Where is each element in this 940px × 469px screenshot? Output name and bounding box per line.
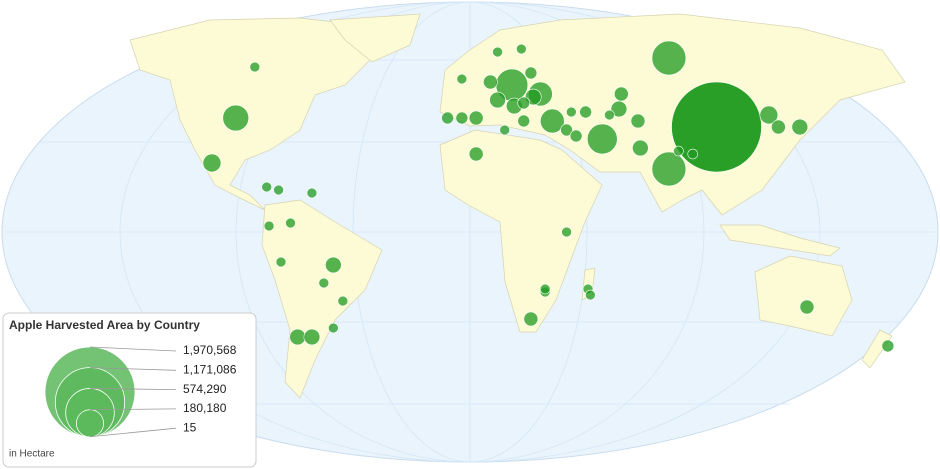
bubble (585, 289, 596, 301)
bubble (523, 311, 539, 327)
bubble (579, 105, 592, 119)
bubble (483, 74, 498, 90)
bubble (687, 148, 698, 160)
bubble (881, 339, 895, 353)
bubble (202, 153, 222, 173)
bubble (261, 181, 272, 193)
bubble (441, 111, 454, 125)
bubble (455, 111, 469, 125)
legend-label: 15 (183, 420, 197, 434)
bubble (468, 110, 484, 126)
bubble (517, 96, 531, 110)
bubble (249, 61, 261, 73)
bubble (468, 146, 484, 162)
legend-title: Apple Harvested Area by Country (9, 318, 200, 332)
land (129, 13, 906, 399)
legend-leader (89, 346, 177, 352)
bubble (651, 151, 687, 187)
legend-leader (89, 408, 177, 411)
bubble (569, 129, 583, 143)
bubble (516, 43, 527, 55)
bubble (604, 109, 615, 121)
bubble (263, 220, 275, 232)
bubble (759, 105, 779, 125)
bubble (492, 46, 503, 58)
bubble (610, 100, 628, 118)
legend: Apple Harvested Area by Country in Hecta… (2, 312, 257, 468)
bubble (499, 124, 510, 136)
bubble (799, 299, 815, 315)
bubble (771, 119, 786, 135)
bubble (613, 86, 629, 102)
legend-leader (89, 367, 177, 371)
legend-label: 180,180 (183, 401, 227, 415)
bubble (306, 187, 318, 199)
bubble (285, 217, 296, 229)
bubble (337, 295, 349, 307)
bubble (561, 226, 572, 238)
bubble (303, 328, 321, 346)
legend-circle (75, 409, 105, 438)
legend-label: 1,970,568 (183, 343, 237, 357)
bubble (651, 40, 687, 76)
bubble (456, 73, 468, 85)
bubble (671, 81, 762, 173)
bubble (275, 256, 287, 268)
legend-leader (89, 427, 177, 438)
bubble (586, 123, 618, 155)
bubble (517, 114, 531, 128)
legend-leader (89, 388, 177, 390)
bubble (539, 283, 551, 295)
bubble (222, 104, 250, 132)
bubbles (202, 40, 895, 353)
bubble (524, 66, 538, 80)
bubble (630, 113, 646, 129)
bubble (791, 118, 809, 136)
bubble (566, 106, 577, 118)
bubble (289, 328, 306, 346)
bubble (560, 123, 573, 137)
bubble (489, 91, 506, 109)
bubble (540, 108, 565, 134)
bubble (273, 184, 284, 196)
legend-note: in Hectare (9, 449, 55, 460)
bubble (318, 277, 330, 289)
bubble (632, 139, 649, 157)
bubble (328, 322, 339, 334)
bubble (325, 256, 342, 274)
legend-label: 574,290 (183, 382, 227, 396)
legend-label: 1,171,086 (183, 362, 237, 376)
bubble (673, 145, 684, 157)
